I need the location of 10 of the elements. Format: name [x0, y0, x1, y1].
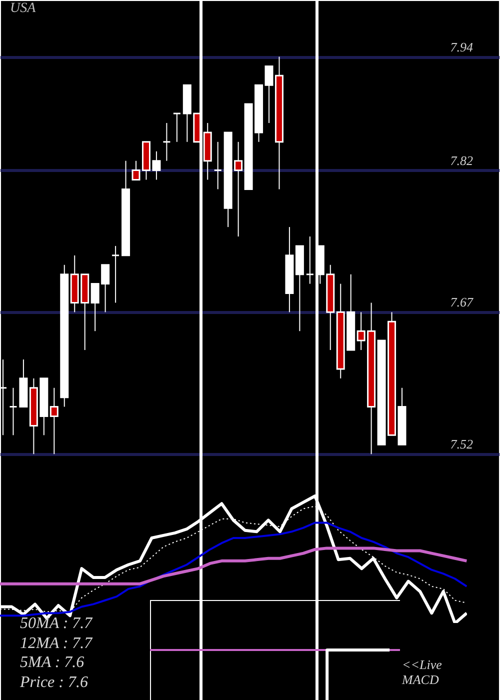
- y-tick-label: 7.82: [450, 152, 474, 168]
- text: Price : 7.6: [20, 672, 88, 692]
- text: 5MA : 7.6: [20, 653, 84, 673]
- y-tick-label: 7.94: [450, 39, 474, 54]
- annotation: 50MA : 7.7: [20, 614, 92, 634]
- text: 12MA : 7.7: [20, 634, 92, 654]
- y-tick-label: 7.67: [450, 294, 474, 310]
- chart-title: USA: [10, 1, 36, 17]
- text: <<Live MACD: [402, 657, 443, 687]
- y-tick-label: 7.52: [450, 436, 474, 452]
